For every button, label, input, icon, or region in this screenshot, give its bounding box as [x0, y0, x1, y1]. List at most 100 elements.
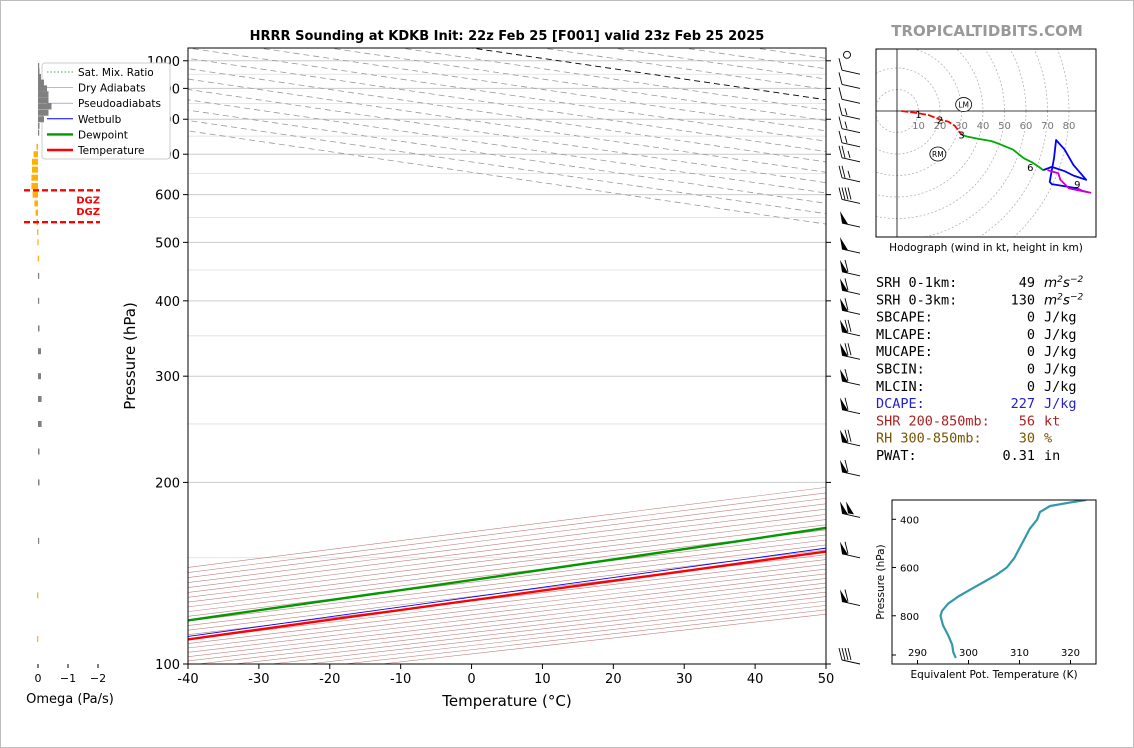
x-tick-label: 40 — [747, 672, 764, 687]
x-tick-label: -30 — [248, 672, 269, 687]
stats-label: PWAT: — [876, 448, 917, 464]
omega-bar-down — [38, 103, 52, 110]
hodograph-ring-label: 80 — [1063, 121, 1076, 132]
barb-full — [844, 259, 849, 272]
x-tick-label: -10 — [390, 672, 411, 687]
wind-barb — [840, 501, 861, 518]
barb-full — [847, 647, 852, 661]
isotherm — [755, 48, 826, 59]
isotherm — [188, 78, 826, 173]
omega-axis-label: Omega (Pa/s) — [26, 692, 114, 707]
legend-entry: Pseudoadiabats — [78, 98, 161, 110]
barb-staff — [841, 114, 861, 120]
y-axis-label: Pressure (hPa) — [121, 302, 139, 410]
skewt-axes-frame — [187, 47, 827, 665]
stats-value: 0 — [1027, 379, 1035, 395]
barb-full — [844, 298, 849, 311]
stats-unit: J/kg — [1044, 310, 1077, 326]
barb-half — [844, 135, 848, 143]
storm-motion-marker — [955, 97, 973, 112]
stats-unit-part: s — [1063, 292, 1070, 308]
dry-adiabat — [188, 578, 826, 653]
barb-pennant — [840, 278, 848, 292]
barb-half — [844, 121, 848, 129]
hodograph-ring-label: 40 — [977, 121, 990, 132]
barb-half — [847, 150, 851, 158]
stats-label: MLCIN: — [876, 379, 925, 395]
barb-full — [841, 165, 846, 178]
hodograph-segment-magenta — [1047, 169, 1092, 194]
barb-staff — [841, 441, 861, 447]
stats-unit-part: 2 — [1057, 292, 1063, 302]
calm-circle — [843, 50, 851, 59]
isotherm — [188, 57, 826, 152]
wind-barb — [840, 298, 861, 315]
omega-bar-down — [38, 79, 44, 86]
barb-staff — [841, 409, 861, 415]
hodograph-caption: Hodograph (wind in kt, height in km) — [889, 242, 1083, 254]
omega-bar-down — [38, 348, 41, 355]
hodograph-ring-label: 30 — [955, 121, 968, 132]
theta-e-x-tick-label: 310 — [1010, 648, 1029, 659]
theta-e-x-tick-label: 290 — [908, 648, 927, 659]
stats-value: 49 — [1019, 275, 1035, 291]
barb-staff — [841, 142, 861, 148]
barb-staff — [841, 222, 861, 228]
wind-barb — [840, 589, 861, 606]
stats-value: 0 — [1027, 310, 1035, 326]
omega-bar-down — [38, 116, 44, 123]
stats-unit-part: 2 — [1057, 275, 1063, 285]
barb-full — [844, 368, 849, 382]
isotherm — [188, 89, 826, 184]
stats-unit: % — [1044, 431, 1052, 447]
omega-bar-up — [31, 183, 38, 190]
stats-unit: J/kg — [1044, 379, 1077, 395]
hodograph-ring-label: 70 — [1041, 121, 1054, 132]
barb-pennant — [840, 429, 848, 443]
barb-staff — [841, 199, 861, 204]
omega-tick-label: −2 — [90, 672, 106, 685]
barb-full — [838, 647, 843, 661]
wind-barb — [838, 103, 861, 120]
barb-full — [844, 541, 849, 554]
barb-full — [841, 145, 846, 158]
stats-unit: J/kg — [1044, 344, 1077, 360]
x-tick-label: 10 — [534, 672, 551, 687]
y-tick-label: 100 — [155, 658, 180, 673]
omega-bar-up — [37, 255, 39, 262]
stats-label: MLCAPE: — [876, 327, 933, 343]
hodograph-ring-label: 60 — [1020, 121, 1033, 132]
wind-barb — [838, 58, 861, 75]
barb-pennant — [840, 397, 848, 411]
theta-e-x-tick-label: 320 — [1061, 648, 1080, 659]
barb-full — [838, 165, 843, 178]
barb-staff — [841, 289, 861, 295]
wind-barb — [840, 319, 861, 337]
wind-barb — [840, 368, 861, 386]
barb-staff — [841, 83, 861, 89]
stats-row: SHR 200-850mb: 56 kt — [876, 413, 1060, 429]
barb-pennant — [840, 259, 848, 273]
skewt-title: HRRR Sounding at KDKB Init: 22z Feb 25 [… — [250, 29, 765, 44]
hodograph-frame — [875, 48, 1097, 238]
barb-staff — [841, 553, 861, 559]
stats-value: 0 — [1027, 362, 1035, 378]
stats-row: MUCAPE: 0 J/kg — [876, 344, 1077, 360]
wind-barb — [838, 187, 861, 204]
dry-adiabat — [188, 573, 826, 649]
barb-full — [844, 319, 849, 332]
pseudo-adiabat — [1061, 48, 1134, 482]
stats-value: 227 — [1011, 396, 1035, 412]
isotherm — [188, 130, 826, 225]
stats-value: 0.31 — [1002, 448, 1035, 464]
stats-value: 30 — [1019, 431, 1035, 447]
barb-half — [847, 170, 851, 178]
theta-e-plot — [939, 500, 1086, 659]
theta-e-frame — [891, 499, 1097, 665]
stats-unit: m2s−2 — [1044, 292, 1083, 308]
barb-full — [844, 589, 849, 602]
stats-value: 130 — [1011, 292, 1035, 308]
omega-bar-up — [35, 209, 38, 216]
omega-bar-down — [38, 448, 40, 455]
